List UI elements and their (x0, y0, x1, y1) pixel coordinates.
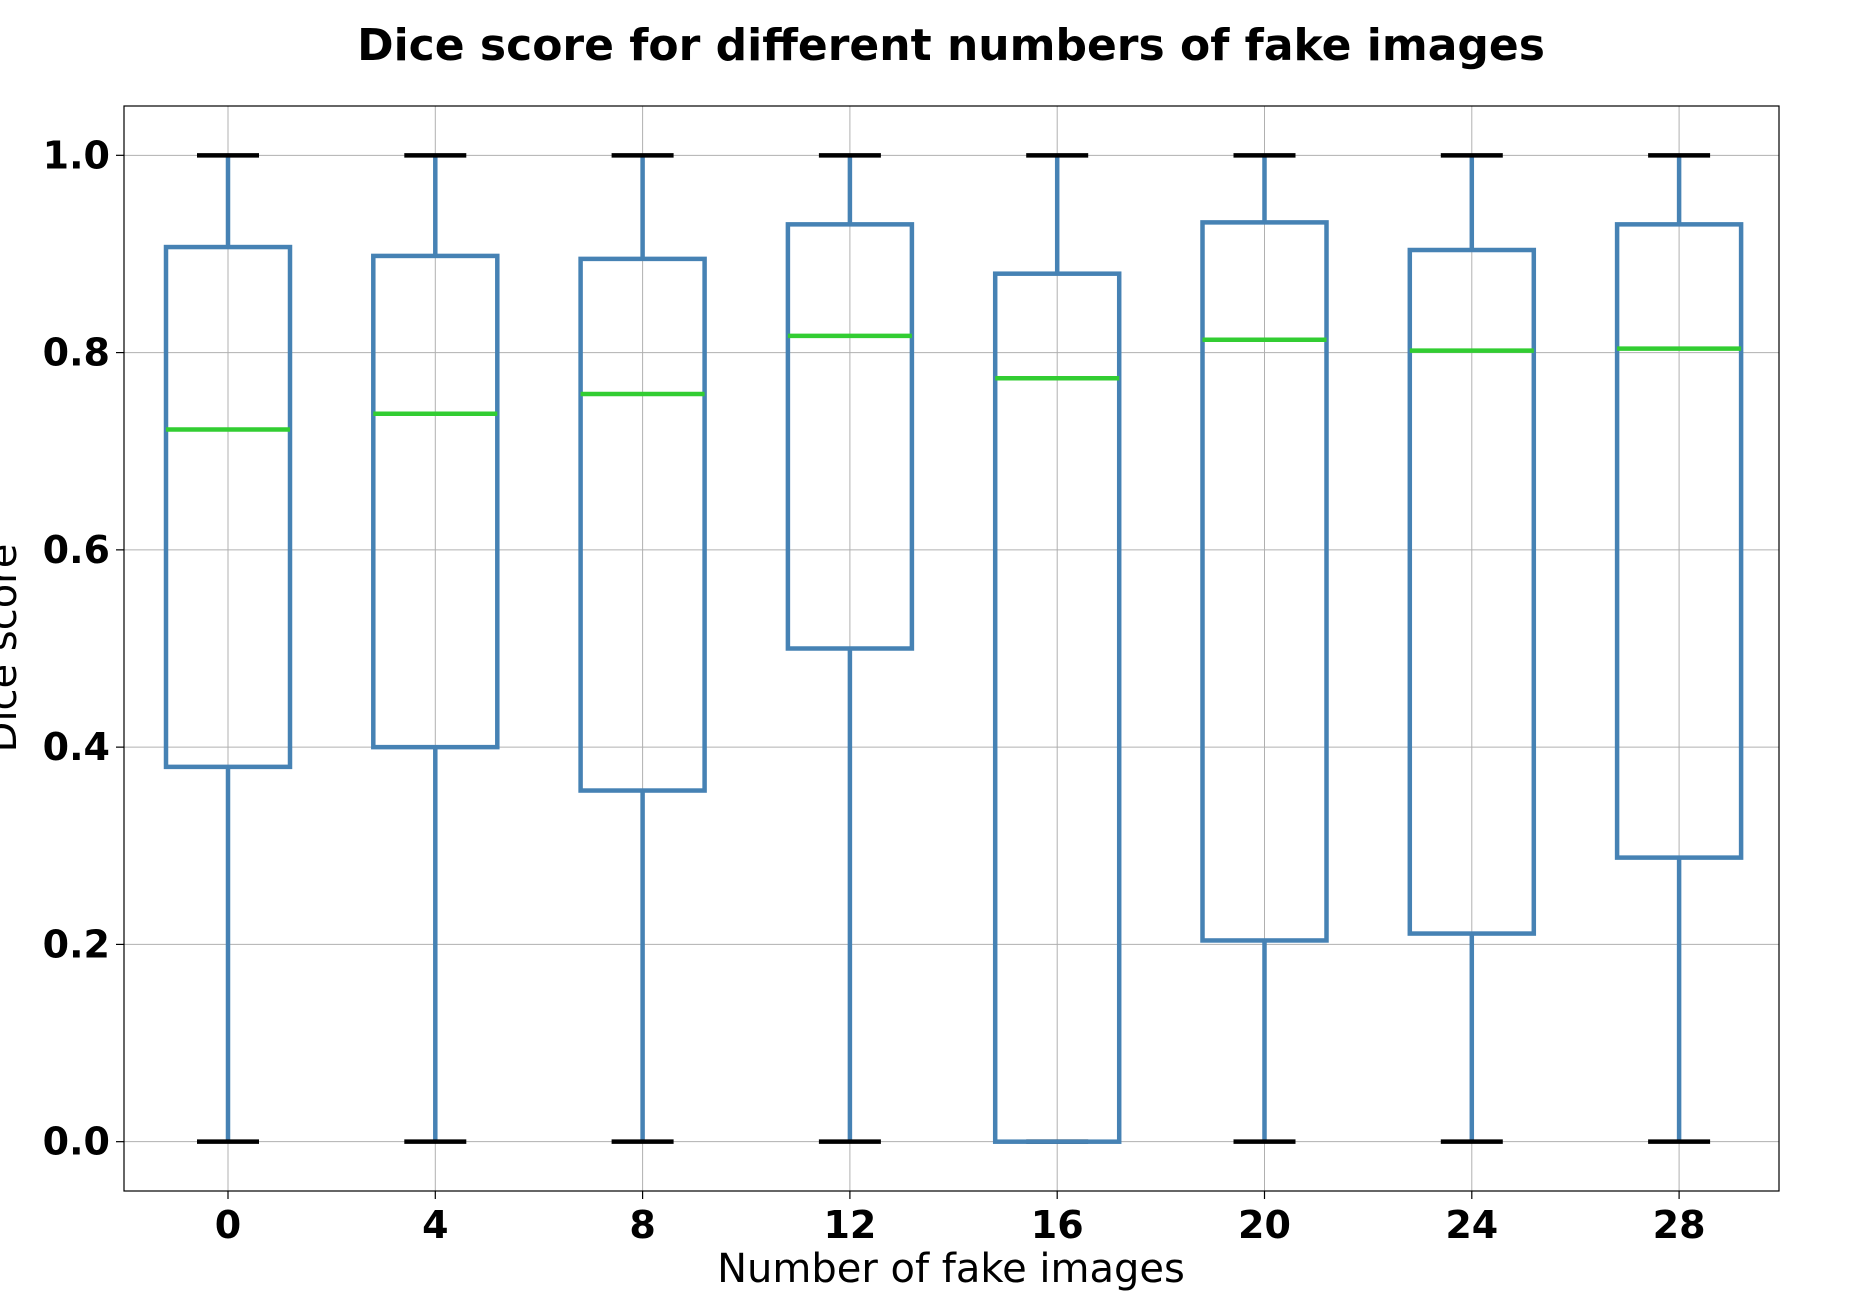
x-tick-label: 4 (422, 1203, 448, 1247)
y-axis-label: Dice score (0, 544, 26, 753)
y-tick-label: 0.8 (43, 331, 110, 375)
y-tick-label: 0.4 (43, 725, 110, 769)
iqr-box (163, 244, 293, 770)
x-tick-label: 24 (1445, 1203, 1498, 1247)
iqr-box (992, 271, 1122, 1144)
y-tick-label: 0.6 (43, 528, 110, 572)
box-group (371, 153, 500, 1144)
box-group (1614, 153, 1744, 1144)
y-tick-label: 0.2 (43, 922, 110, 966)
box-group (992, 153, 1122, 1144)
iqr-box (785, 222, 915, 651)
x-tick-label: 16 (1031, 1203, 1084, 1247)
box-group (1407, 153, 1537, 1144)
plot-frame (123, 105, 1780, 1192)
y-tick-label: 0.0 (43, 1120, 110, 1164)
x-axis-label: Number of fake images (717, 1246, 1185, 1292)
iqr-box (1200, 220, 1329, 943)
x-tick-label: 20 (1238, 1203, 1291, 1247)
iqr-box (371, 253, 500, 750)
x-tick-label: 0 (215, 1203, 241, 1247)
x-tick-label: 28 (1653, 1203, 1706, 1247)
box-group (163, 153, 293, 1144)
y-axis-ticks: 0.0 0.2 0.4 0.6 0.8 1.0 (43, 133, 124, 1164)
iqr-box (1614, 222, 1744, 860)
boxes-layer (163, 153, 1744, 1144)
box-group (578, 153, 707, 1144)
iqr-box (1407, 247, 1537, 936)
x-axis-ticks: 0 4 8 12 16 20 24 28 (215, 1191, 1706, 1247)
box-group (1200, 153, 1329, 1144)
chart-title: Dice score for different numbers of fake… (357, 20, 1545, 71)
x-tick-label: 12 (823, 1203, 876, 1247)
y-tick-label: 1.0 (43, 133, 110, 177)
x-tick-label: 8 (629, 1203, 655, 1247)
box-group (785, 153, 915, 1144)
iqr-box (578, 256, 707, 793)
